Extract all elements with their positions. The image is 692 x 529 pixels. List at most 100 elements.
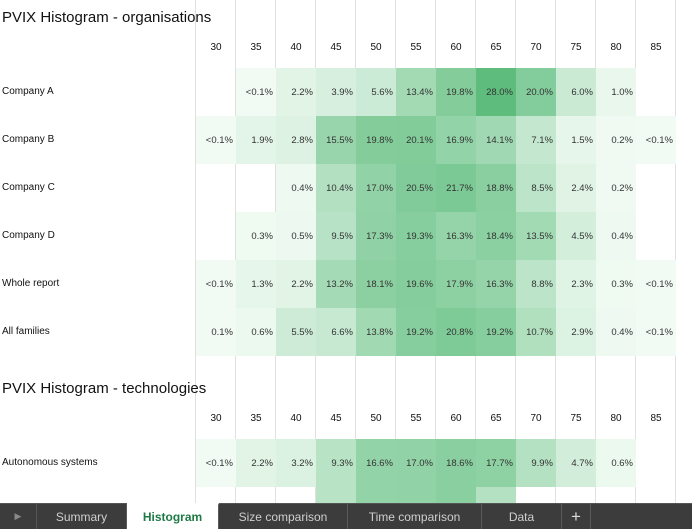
heatmap-cell[interactable]: 0.2% [596,116,636,164]
heatmap-cell[interactable] [236,487,276,503]
heatmap-cell[interactable]: 17.7% [476,439,516,487]
heatmap-cell[interactable] [636,439,676,487]
heatmap-cell[interactable]: 2.9% [556,308,596,356]
heatmap-cell[interactable]: 9.9% [516,439,556,487]
heatmap-cell[interactable]: 19.3% [396,212,436,260]
heatmap-cell[interactable]: 0.4% [596,308,636,356]
heatmap-cell[interactable] [276,487,316,503]
heatmap-cell[interactable]: 5.5% [276,308,316,356]
heatmap-cell[interactable] [596,487,636,503]
heatmap-cell[interactable]: 4.5% [556,212,596,260]
heatmap-cell[interactable]: 6.6% [316,308,356,356]
heatmap-cell[interactable]: 1.0% [596,68,636,116]
heatmap-cell[interactable] [636,68,676,116]
heatmap-cell[interactable] [196,487,236,503]
heatmap-cell[interactable]: 15.5% [316,116,356,164]
heatmap-cell[interactable] [516,487,556,503]
heatmap-cell[interactable]: 20.8% [436,308,476,356]
heatmap-cell[interactable]: 0.4% [276,164,316,212]
heatmap-cell[interactable]: 9.3% [316,487,356,503]
heatmap-cell[interactable]: <0.1% [636,308,676,356]
heatmap-cell[interactable]: 0.3% [236,212,276,260]
heatmap-cell[interactable]: 19.6% [396,260,436,308]
heatmap-cell[interactable] [236,164,276,212]
heatmap-cell[interactable]: 13.4% [396,68,436,116]
heatmap-cell[interactable]: 13.2% [316,260,356,308]
heatmap-cell[interactable]: 20.1% [396,116,436,164]
heatmap-cell[interactable]: 21.7% [436,164,476,212]
heatmap-cell[interactable]: 2.8% [276,116,316,164]
tab-size-comparison[interactable]: Size comparison [219,504,348,529]
heatmap-cell[interactable]: 3.9% [316,68,356,116]
heatmap-cell[interactable]: 17.3% [356,212,396,260]
heatmap-cell[interactable]: 19.2% [396,308,436,356]
heatmap-cell[interactable]: 2.3% [556,260,596,308]
heatmap-cell[interactable]: <0.1% [196,116,236,164]
heatmap-cell[interactable]: 28.0% [476,68,516,116]
heatmap-cell[interactable]: 7.1% [516,116,556,164]
heatmap-cell[interactable]: 16.3% [436,212,476,260]
heatmap-cell[interactable]: 13.5% [516,212,556,260]
heatmap-cell[interactable]: 4.7% [556,439,596,487]
heatmap-cell[interactable]: 17.0% [356,164,396,212]
heatmap-cell[interactable]: 5.6% [356,68,396,116]
heatmap-cell[interactable]: 2.2% [276,68,316,116]
heatmap-cell[interactable]: <0.1% [196,260,236,308]
heatmap-cell[interactable]: 17.9% [436,260,476,308]
heatmap-cell[interactable]: 2.4% [556,164,596,212]
heatmap-cell[interactable]: 20.0% [516,68,556,116]
heatmap-cell[interactable] [636,487,676,503]
heatmap-cell[interactable]: 0.5% [276,212,316,260]
heatmap-cell[interactable]: 1.5% [556,116,596,164]
heatmap-cell[interactable]: <0.1% [196,439,236,487]
tab-histogram[interactable]: Histogram [127,503,219,529]
heatmap-cell[interactable]: 1.3% [236,260,276,308]
heatmap-cell[interactable]: 9.9% [476,487,516,503]
heatmap-cell[interactable]: 19.8% [436,68,476,116]
heatmap-cell[interactable]: 0.6% [596,439,636,487]
heatmap-cell[interactable]: 0.4% [596,212,636,260]
sheet-nav-arrows-icon[interactable]: ▶ [0,504,37,529]
heatmap-cell[interactable]: 0.2% [596,164,636,212]
heatmap-cell[interactable]: 8.8% [516,260,556,308]
heatmap-cell[interactable]: <0.1% [636,116,676,164]
heatmap-cell[interactable]: 1.9% [236,116,276,164]
heatmap-cell[interactable]: 16.6% [356,439,396,487]
heatmap-cell[interactable]: <0.1% [636,260,676,308]
heatmap-cell[interactable]: 18.4% [476,212,516,260]
heatmap-cell[interactable]: <0.1% [236,68,276,116]
heatmap-cell[interactable]: 0.6% [236,308,276,356]
heatmap-cell[interactable] [196,164,236,212]
heatmap-cell[interactable]: 14.1% [476,116,516,164]
heatmap-cell[interactable]: 16.3% [476,260,516,308]
tab-summary[interactable]: Summary [37,504,127,529]
heatmap-cell[interactable]: 18.1% [356,260,396,308]
heatmap-cell[interactable] [556,487,596,503]
heatmap-cell[interactable]: 17.0% [396,487,436,503]
heatmap-cell[interactable]: 16.6% [356,487,396,503]
heatmap-cell[interactable]: 19.8% [356,116,396,164]
heatmap-cell[interactable] [196,212,236,260]
heatmap-cell[interactable]: 2.2% [236,439,276,487]
heatmap-cell[interactable]: 10.7% [516,308,556,356]
heatmap-cell[interactable]: 2.2% [276,260,316,308]
tab-time-comparison[interactable]: Time comparison [348,504,482,529]
heatmap-cell[interactable]: 16.9% [436,116,476,164]
heatmap-cell[interactable] [636,212,676,260]
heatmap-cell[interactable]: 20.5% [396,164,436,212]
tab-data[interactable]: Data [482,504,562,529]
heatmap-cell[interactable] [636,164,676,212]
heatmap-cell[interactable]: 18.6% [436,439,476,487]
heatmap-cell[interactable]: 19.2% [476,308,516,356]
heatmap-cell[interactable]: 6.0% [556,68,596,116]
heatmap-cell[interactable]: 13.8% [356,308,396,356]
heatmap-cell[interactable]: 9.3% [316,439,356,487]
heatmap-cell[interactable]: 18.6% [436,487,476,503]
heatmap-cell[interactable] [196,68,236,116]
add-sheet-icon[interactable]: + [562,504,591,529]
heatmap-cell[interactable]: 0.1% [196,308,236,356]
heatmap-cell[interactable]: 8.5% [516,164,556,212]
heatmap-cell[interactable]: 3.2% [276,439,316,487]
heatmap-cell[interactable]: 17.0% [396,439,436,487]
heatmap-cell[interactable]: 9.5% [316,212,356,260]
